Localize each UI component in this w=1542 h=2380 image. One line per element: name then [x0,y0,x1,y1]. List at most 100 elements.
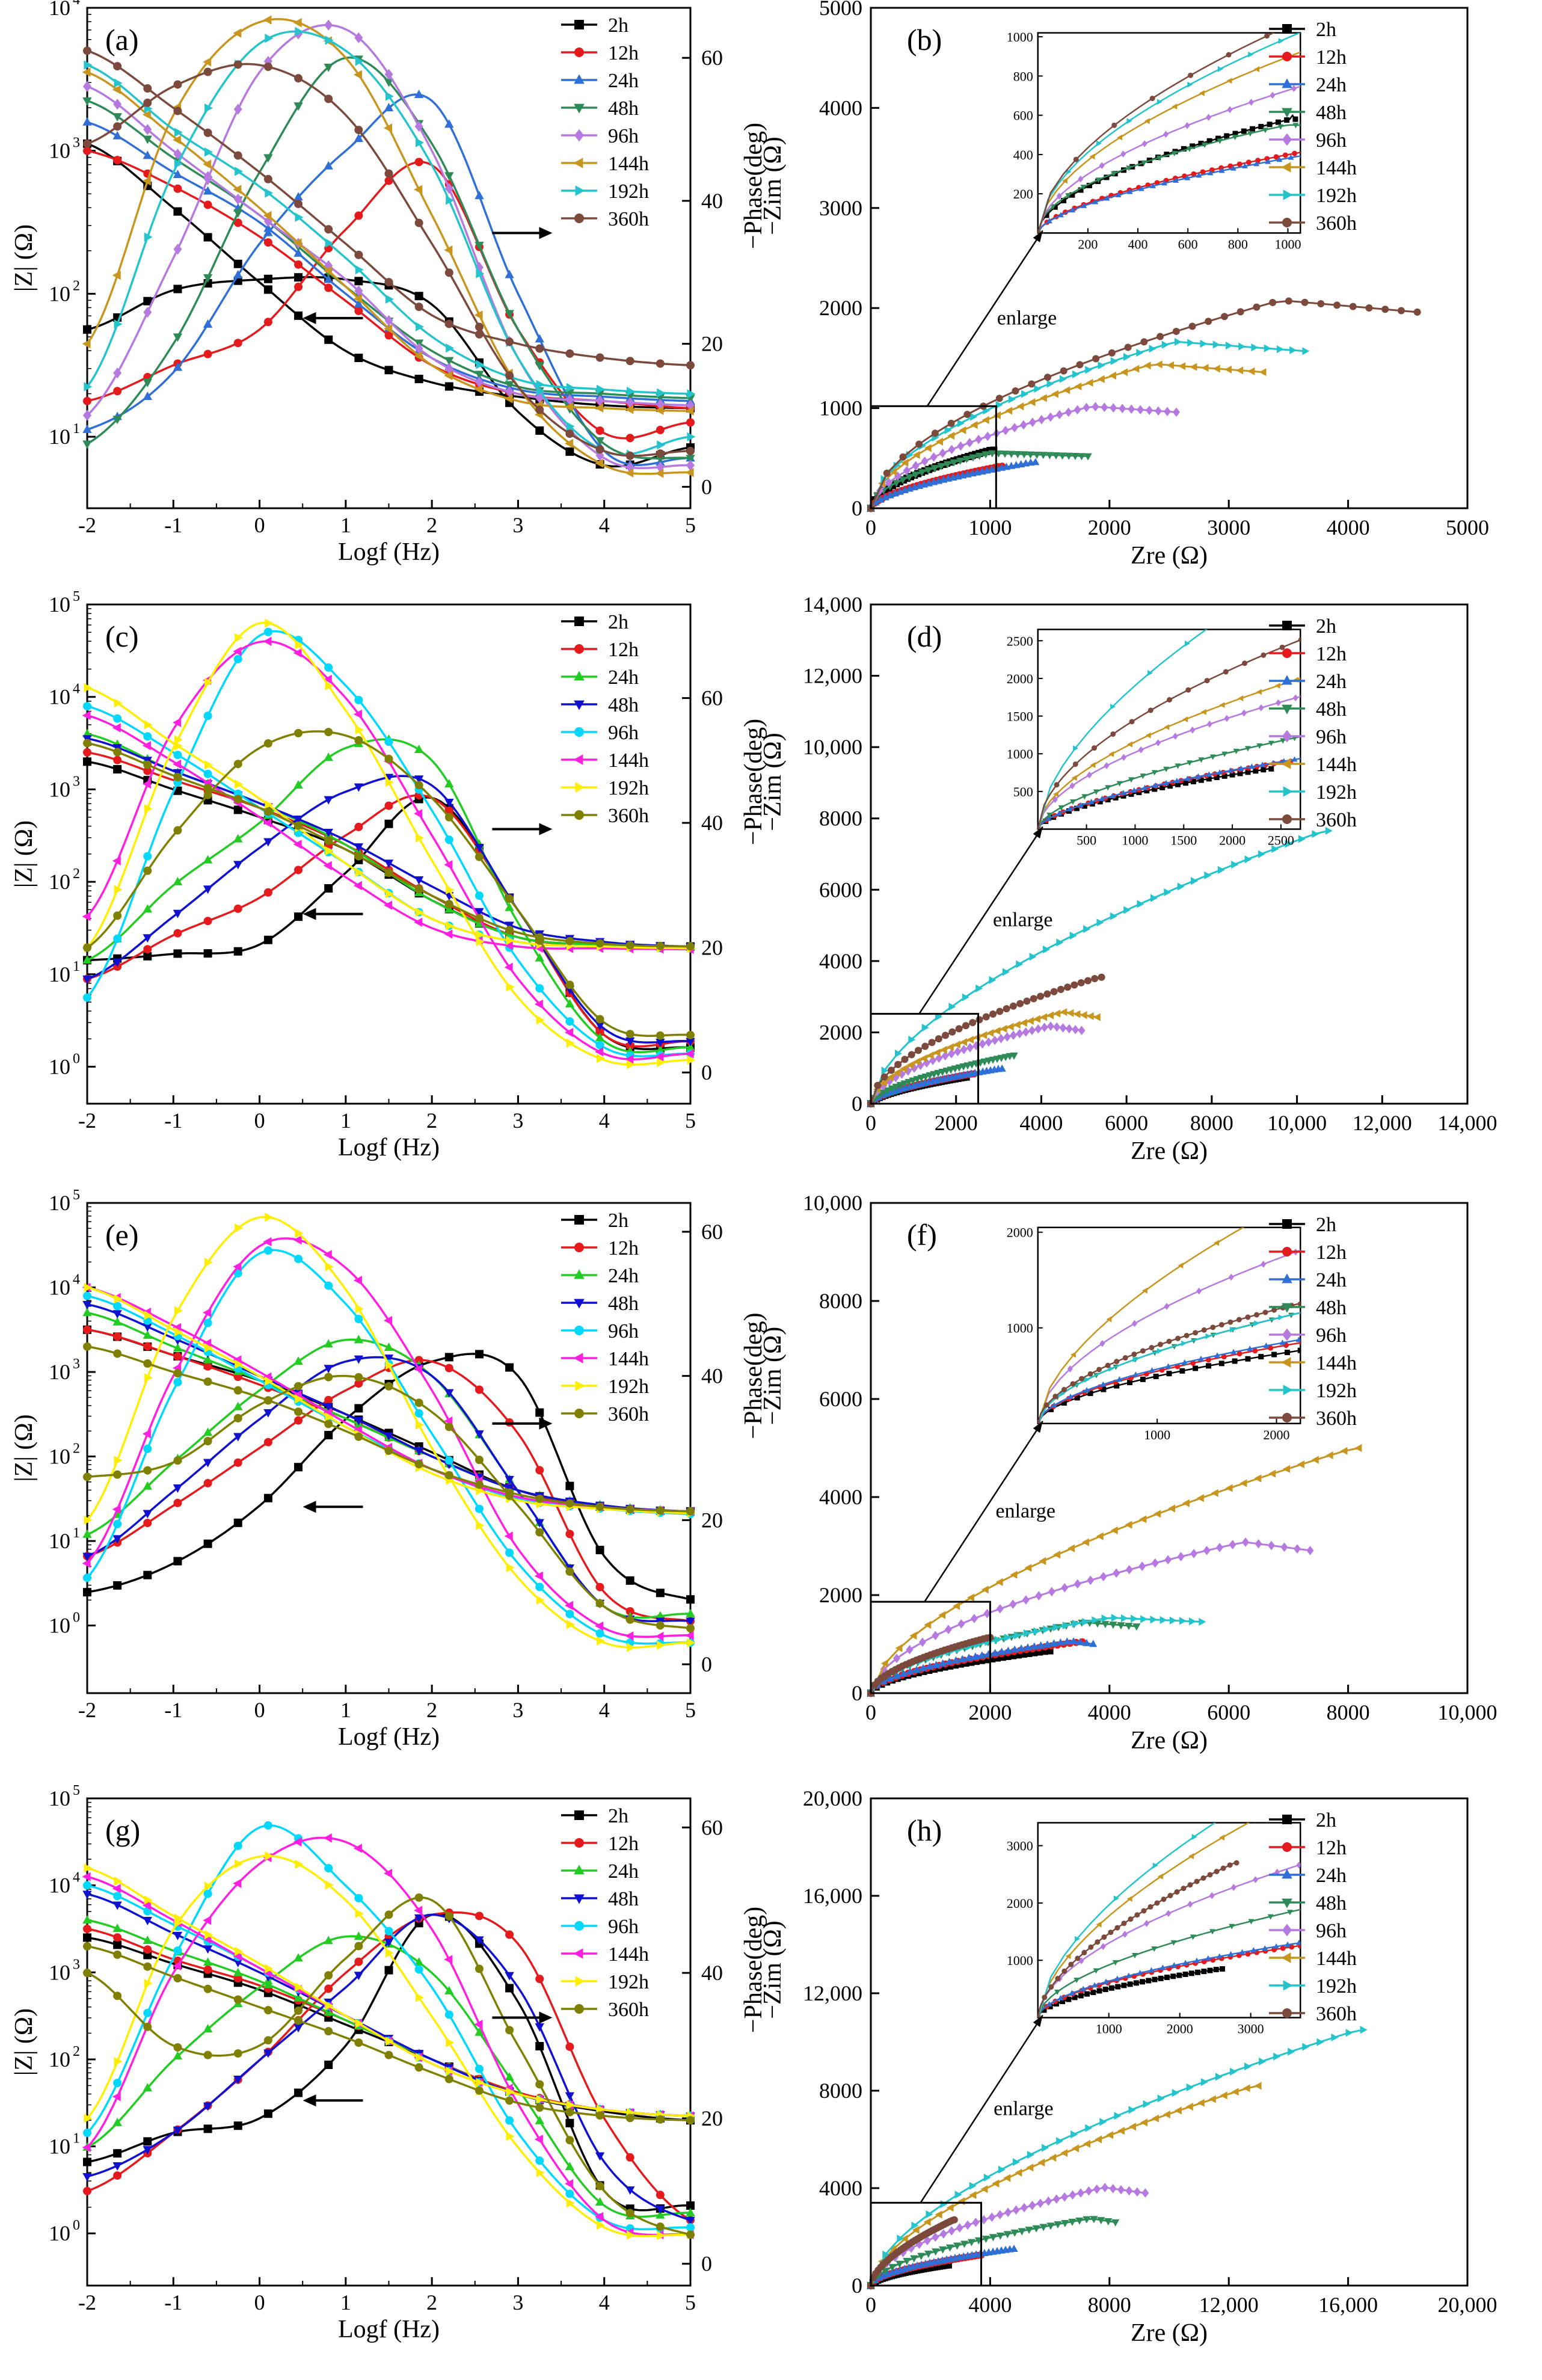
inset-point [1114,1975,1120,1981]
data-point [504,1531,513,1541]
legend-label: 96h [1316,1920,1347,1942]
data-point [354,299,364,308]
data-point [980,2185,988,2194]
inset-point [1196,1287,1202,1295]
data-point [354,736,363,745]
data-point [1056,1638,1064,1646]
data-point [294,200,303,209]
data-point [1018,2228,1026,2236]
data-point [656,1588,665,1597]
data-point [143,945,152,954]
y-tick-label: 10 0 [49,1051,80,1079]
inset-frame [1037,1226,1301,1424]
inset-point [1219,1834,1225,1841]
data-point [956,457,965,465]
inset-y-tick-label: 1000 [1007,746,1033,761]
data-point [233,947,242,956]
data-point [174,1306,183,1315]
data-point [1054,2221,1062,2229]
inset-point [1220,1865,1226,1871]
data-point [384,123,393,133]
phase-line [87,796,691,1050]
data-point [981,1585,989,1594]
data-point [874,1081,882,1089]
legend-item-144h: 144h [1269,1352,1357,1374]
data-point [655,1631,664,1641]
data-point [1276,345,1284,354]
data-point [1128,2123,1136,2131]
data-point [1231,860,1239,869]
data-point [173,106,182,115]
inset-point [1186,146,1193,152]
phase-axis-arrow [492,823,553,835]
legend-item-96h: 96h [561,722,639,744]
data-point [975,434,983,444]
inset-point [1297,1301,1301,1307]
data-point [881,493,889,500]
data-point [204,1343,213,1353]
x-tick-label: 0 [254,2290,265,2314]
data-point [989,976,997,984]
inset-point [1261,1260,1267,1268]
data-point [204,147,213,157]
inset-x-tick-label: 800 [1228,236,1248,251]
data-point [1070,981,1078,989]
legend-label: 2h [608,14,628,37]
inset-point [1161,180,1168,186]
data-point [889,467,897,476]
data-point [996,1007,1004,1015]
data-point [1155,360,1163,369]
legend-marker [1282,1923,1292,1937]
data-point [414,876,424,885]
data-point [1016,1000,1024,1007]
y-tick-label: 0 [852,1092,862,1116]
data-point [353,881,362,891]
y-tick-label: 10 4 [49,681,80,709]
data-point [446,2066,455,2076]
data-point [82,424,92,433]
data-point [1119,404,1126,414]
data-point [1172,327,1180,335]
data-point [536,386,545,396]
data-point [325,681,334,690]
inset-point [1181,1359,1188,1365]
data-point [970,421,978,429]
inset-point [1252,1348,1258,1354]
data-point [535,2080,544,2089]
y-tick-base: 10 [49,1360,70,1384]
inset-point [1190,778,1196,784]
legend-item-96h: 96h [561,1320,639,1342]
data-point [414,1460,423,1469]
modulus-line [87,1867,691,2117]
data-point [112,2117,122,2126]
data-point [355,867,364,878]
data-point [112,1923,122,1933]
data-point [535,1528,544,1537]
y-tick-label: 10 0 [49,2218,80,2245]
inset-point [1187,81,1193,88]
inset-point [1164,724,1170,730]
data-point [293,780,303,789]
y-tick-label: 14,000 [803,592,862,617]
nyquist-panel-h: 0 4000 8000 12,000 16,000 20,00004000800012,0… [759,1786,1497,2347]
data-point [475,843,484,852]
data-point [1238,342,1246,351]
y-tick-base: 10 [49,1960,70,1984]
data-point [143,1342,152,1351]
data-point [913,1057,921,1066]
data-point [112,856,121,866]
inset-point [1126,741,1132,748]
y2-tick-label: 60 [701,1815,723,1839]
data-point [932,2248,940,2256]
plot-frame [870,603,1469,1105]
data-point [686,1617,695,1626]
data-point [1031,458,1040,466]
data-point [960,2240,969,2248]
data-point [1236,308,1244,316]
data-point [173,1484,183,1493]
data-point [82,97,92,106]
data-point [475,242,484,251]
data-point [324,884,333,893]
y-tick-label: 4000 [819,2176,862,2200]
